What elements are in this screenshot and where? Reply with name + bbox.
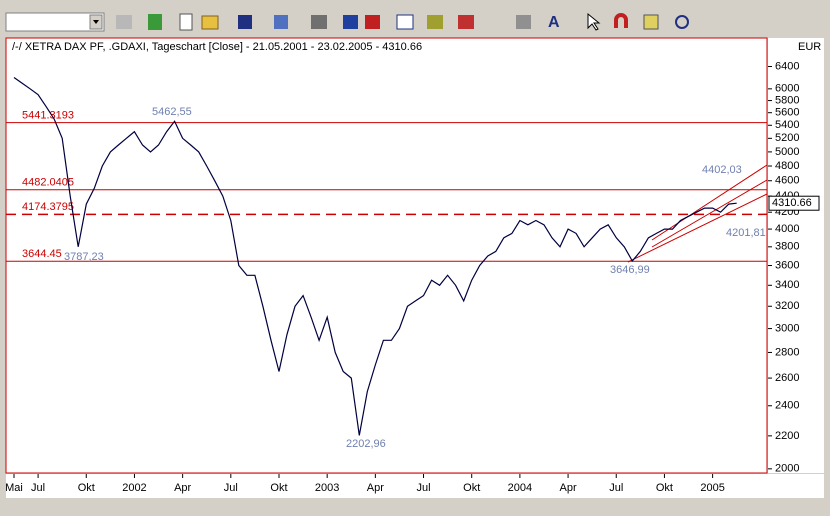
unit-label: EUR — [798, 41, 821, 53]
x-tick-label: 2003 — [315, 482, 339, 494]
x-tick-label: Mai — [5, 482, 23, 494]
x-tick-label: Okt — [463, 482, 480, 494]
tool-open[interactable] — [201, 15, 219, 30]
y-tick-label: 3800 — [775, 241, 799, 253]
y-tick-label: 2200 — [775, 430, 799, 442]
x-tick-label: Okt — [656, 482, 673, 494]
y-axis-panel — [768, 38, 824, 473]
x-tick-label: Apr — [560, 482, 577, 494]
chart-title: /-/ XETRA DAX PF, .GDAXI, Tageschart [Cl… — [12, 41, 422, 53]
tool-list[interactable] — [643, 14, 659, 30]
channel-middle — [651, 179, 768, 248]
price-line — [13, 77, 737, 436]
x-tick-label: Apr — [367, 482, 384, 494]
last-price-label: 4310.66 — [772, 197, 812, 209]
y-tick-label: 3600 — [775, 259, 799, 271]
x-tick-label: Jul — [416, 482, 430, 494]
tool-window[interactable] — [396, 14, 414, 30]
x-tick-label: Jul — [609, 482, 623, 494]
tool-chart1[interactable] — [343, 15, 358, 29]
toolbar: A — [0, 0, 830, 36]
annotation: 2202,96 — [346, 438, 386, 450]
y-tick-label: 5600 — [775, 107, 799, 119]
tool-magnet[interactable] — [614, 13, 628, 28]
y-tick-label: 6000 — [775, 83, 799, 95]
symbol-combo[interactable] — [5, 12, 105, 32]
scrollbar — [824, 38, 830, 511]
y-tick-label: 6400 — [775, 60, 799, 72]
y-tick-label: 2400 — [775, 400, 799, 412]
channel-lower — [627, 193, 768, 263]
trend-channel — [627, 164, 768, 263]
y-tick-label: 4600 — [775, 175, 799, 187]
annotation: 5462,55 — [152, 106, 192, 118]
x-axis-panel — [6, 474, 824, 498]
annotation: 4201,81 — [726, 227, 766, 239]
y-tick-label: 3400 — [775, 279, 799, 291]
tool-save[interactable] — [238, 15, 252, 29]
y-tick-label: 5200 — [775, 132, 799, 144]
x-tick-label: 2005 — [700, 482, 724, 494]
y-tick-label: 5800 — [775, 94, 799, 106]
tool-copy[interactable] — [274, 15, 288, 29]
tool-reload[interactable] — [675, 15, 689, 29]
x-tick-label: Jul — [31, 482, 45, 494]
x-tick-label: Okt — [78, 482, 95, 494]
level-label: 4482.0405 — [22, 177, 74, 189]
tool-print[interactable] — [311, 15, 327, 29]
tool-new[interactable] — [179, 13, 193, 31]
y-tick-label: 2600 — [775, 372, 799, 384]
annotation: 4402,03 — [702, 164, 742, 176]
y-tick-label: 2800 — [775, 346, 799, 358]
level-label: 4174.3795 — [22, 201, 74, 213]
tool-chart2[interactable] — [365, 15, 380, 29]
level-label: 3644.45 — [22, 248, 62, 260]
x-tick-label: Okt — [270, 482, 287, 494]
x-tick-label: Jul — [224, 482, 238, 494]
tool-undo[interactable] — [116, 15, 132, 29]
y-tick-label: 5400 — [775, 119, 799, 131]
tool-indicator[interactable] — [427, 15, 443, 29]
tool-draw[interactable] — [458, 15, 474, 29]
y-tick-label: 2000 — [775, 463, 799, 475]
x-tick-label: 2004 — [508, 482, 532, 494]
y-tick-label: 4000 — [775, 223, 799, 235]
channel-upper — [651, 164, 768, 241]
y-tick-label: 3200 — [775, 300, 799, 312]
tool-settings[interactable] — [516, 15, 531, 29]
tool-cursor[interactable] — [587, 12, 601, 31]
toolbar-bg — [0, 0, 830, 36]
tool-text[interactable]: A — [548, 14, 560, 31]
tool-refresh[interactable] — [148, 14, 162, 30]
y-tick-label: 4800 — [775, 160, 799, 172]
plot-area — [5, 37, 768, 474]
level-label: 5441.3193 — [22, 110, 74, 122]
y-tick-label: 3000 — [775, 322, 799, 334]
last-price-box — [768, 195, 820, 211]
combo-arrow — [93, 20, 99, 24]
y-tick-label: 5000 — [775, 146, 799, 158]
x-tick-label: Apr — [174, 482, 191, 494]
x-tick-label: 2002 — [122, 482, 146, 494]
annotation: 3787,23 — [64, 251, 104, 263]
annotation: 3646,99 — [610, 264, 650, 276]
